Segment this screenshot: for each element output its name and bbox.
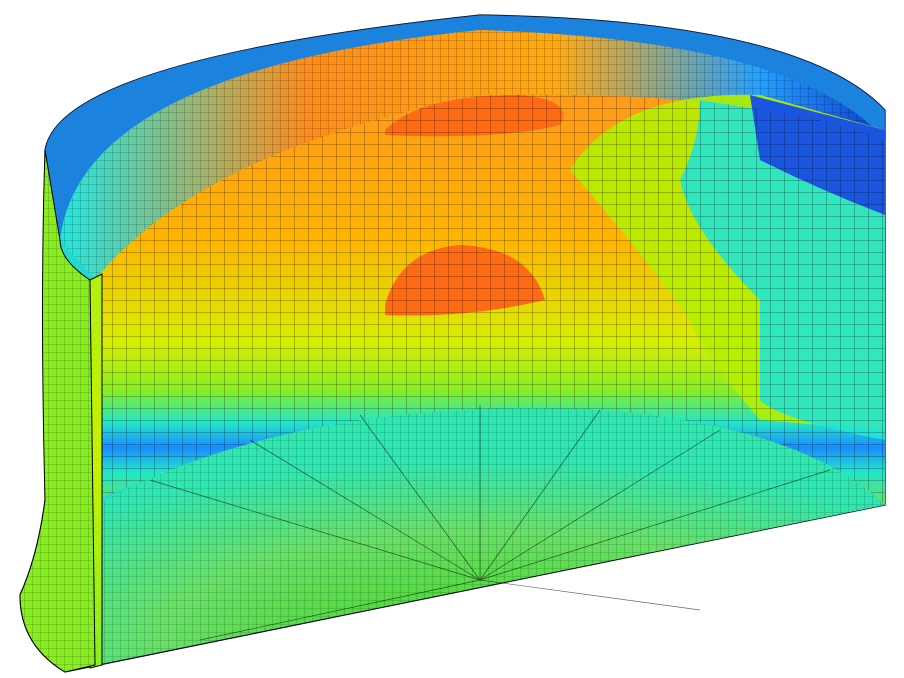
floor-mesh xyxy=(95,408,885,665)
floor-radial-lines xyxy=(149,405,831,641)
top-cap-mesh xyxy=(60,30,885,300)
left-rim-mesh xyxy=(20,150,95,672)
outer-shell-band xyxy=(45,15,885,500)
inner-wall-mesh xyxy=(95,94,885,505)
